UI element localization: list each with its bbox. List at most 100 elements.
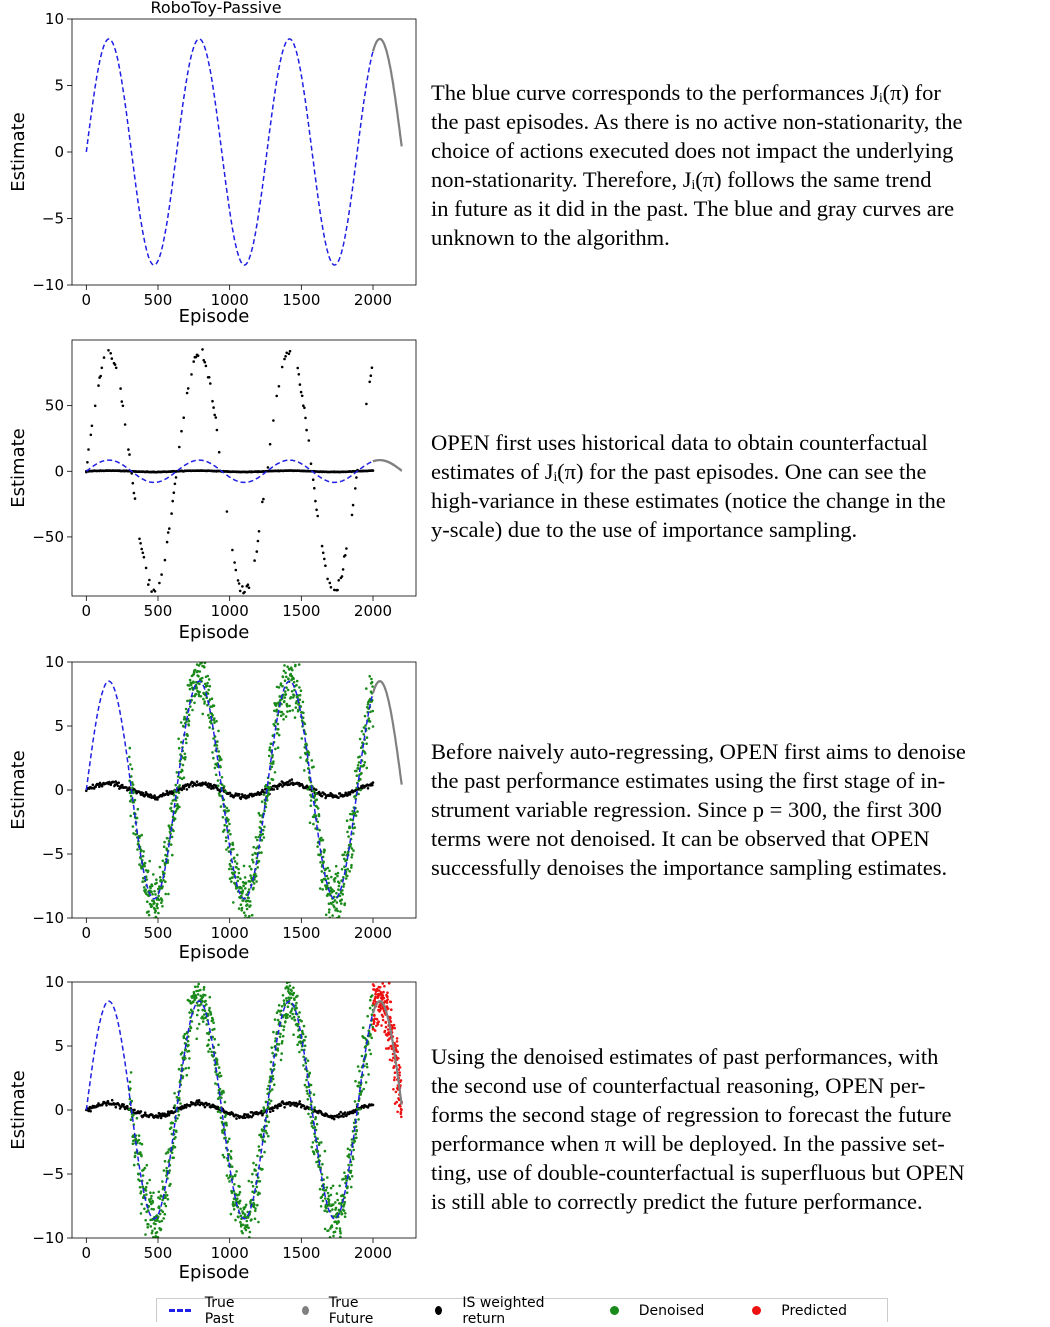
data-point [291, 696, 295, 699]
data-point [228, 1137, 231, 1141]
data-point [269, 1089, 272, 1093]
legend-dot-marker [302, 1306, 309, 1315]
data-point [389, 1016, 392, 1020]
data-point [351, 1155, 355, 1158]
data-point [397, 1063, 401, 1067]
data-point [333, 1243, 336, 1246]
data-point [172, 491, 176, 494]
y-tick-label: −10 [32, 276, 64, 294]
data-point [371, 725, 375, 728]
data-point [367, 1073, 370, 1076]
data-point [195, 996, 198, 1000]
data-point [375, 1018, 379, 1021]
data-point [250, 867, 253, 871]
data-point [201, 348, 204, 351]
data-point [158, 1220, 161, 1223]
data-point [333, 1230, 337, 1234]
data-point [271, 1077, 275, 1081]
data-point [294, 706, 298, 709]
data-point [317, 790, 321, 794]
data-point [286, 1013, 289, 1016]
x-tick-label: 2000 [354, 291, 392, 309]
data-point [235, 1170, 238, 1173]
data-point [166, 531, 170, 534]
data-point [370, 1036, 374, 1040]
data-point [219, 1111, 222, 1114]
data-point [398, 1074, 401, 1077]
data-point [139, 1110, 143, 1113]
x-tick-label: 500 [144, 602, 173, 620]
data-point [308, 821, 312, 825]
data-point [193, 998, 196, 1001]
series-is-weighted-return-mean- [85, 469, 375, 474]
data-point [275, 702, 278, 705]
data-point [164, 892, 167, 896]
plot-area [85, 655, 403, 918]
data-point [194, 692, 198, 696]
data-point [275, 708, 279, 712]
data-point [180, 429, 183, 433]
data-point [306, 1059, 310, 1062]
data-point [189, 705, 192, 708]
data-point [313, 1106, 317, 1109]
data-point [219, 1116, 223, 1120]
caption-4-line-5: ting, use of double-counterfactual is su… [431, 1160, 965, 1185]
data-point [185, 1073, 189, 1077]
y-tick-label: −10 [32, 1229, 64, 1247]
data-point [283, 696, 287, 699]
x-tick-label: 1000 [211, 602, 249, 620]
data-point [199, 994, 202, 998]
data-point [386, 1007, 390, 1010]
caption-1-line-3: choice of actions executed does not impa… [431, 138, 954, 163]
data-point [327, 902, 331, 905]
data-point [235, 886, 239, 889]
data-point [365, 402, 368, 406]
data-point [334, 1201, 337, 1204]
data-point [389, 1000, 393, 1004]
data-point [175, 1130, 178, 1134]
data-point [89, 433, 93, 437]
data-point [184, 707, 188, 711]
data-point [250, 1198, 253, 1202]
data-point [177, 791, 181, 794]
data-point [380, 1024, 383, 1027]
data-point [131, 1142, 135, 1145]
data-point [351, 813, 354, 816]
data-point [242, 864, 246, 868]
data-point [313, 794, 317, 798]
data-point [324, 867, 328, 871]
data-point [165, 836, 169, 840]
data-point [150, 590, 153, 593]
caption-1-line-5: in future as it did in the past. The blu… [431, 196, 955, 221]
x-tick-label: 500 [144, 924, 173, 942]
data-point [262, 836, 266, 839]
data-point [350, 1138, 354, 1141]
data-point [235, 1199, 238, 1203]
data-point [276, 787, 279, 790]
data-point [208, 995, 212, 999]
legend-label: Denoised [638, 1302, 705, 1319]
data-point [204, 364, 208, 368]
data-point [149, 1225, 153, 1228]
data-point [254, 874, 258, 878]
data-point [225, 1121, 228, 1125]
data-point [283, 1106, 286, 1109]
x-tick-label: 1500 [282, 924, 320, 942]
data-point [263, 825, 266, 829]
data-point [360, 730, 364, 733]
data-point [323, 849, 327, 852]
data-point [381, 994, 385, 997]
data-point [297, 1022, 300, 1026]
data-point [204, 781, 207, 784]
data-point [197, 1099, 201, 1102]
y-tick-label: −5 [42, 210, 64, 228]
data-point [182, 787, 186, 790]
data-point [287, 655, 290, 658]
caption-4-line-3: forms the second stage of regression to … [431, 1102, 952, 1127]
data-point [252, 1161, 255, 1165]
data-point [217, 729, 220, 733]
data-point [258, 814, 262, 817]
data-point [271, 778, 275, 781]
data-point [156, 798, 159, 801]
data-point [242, 911, 246, 914]
